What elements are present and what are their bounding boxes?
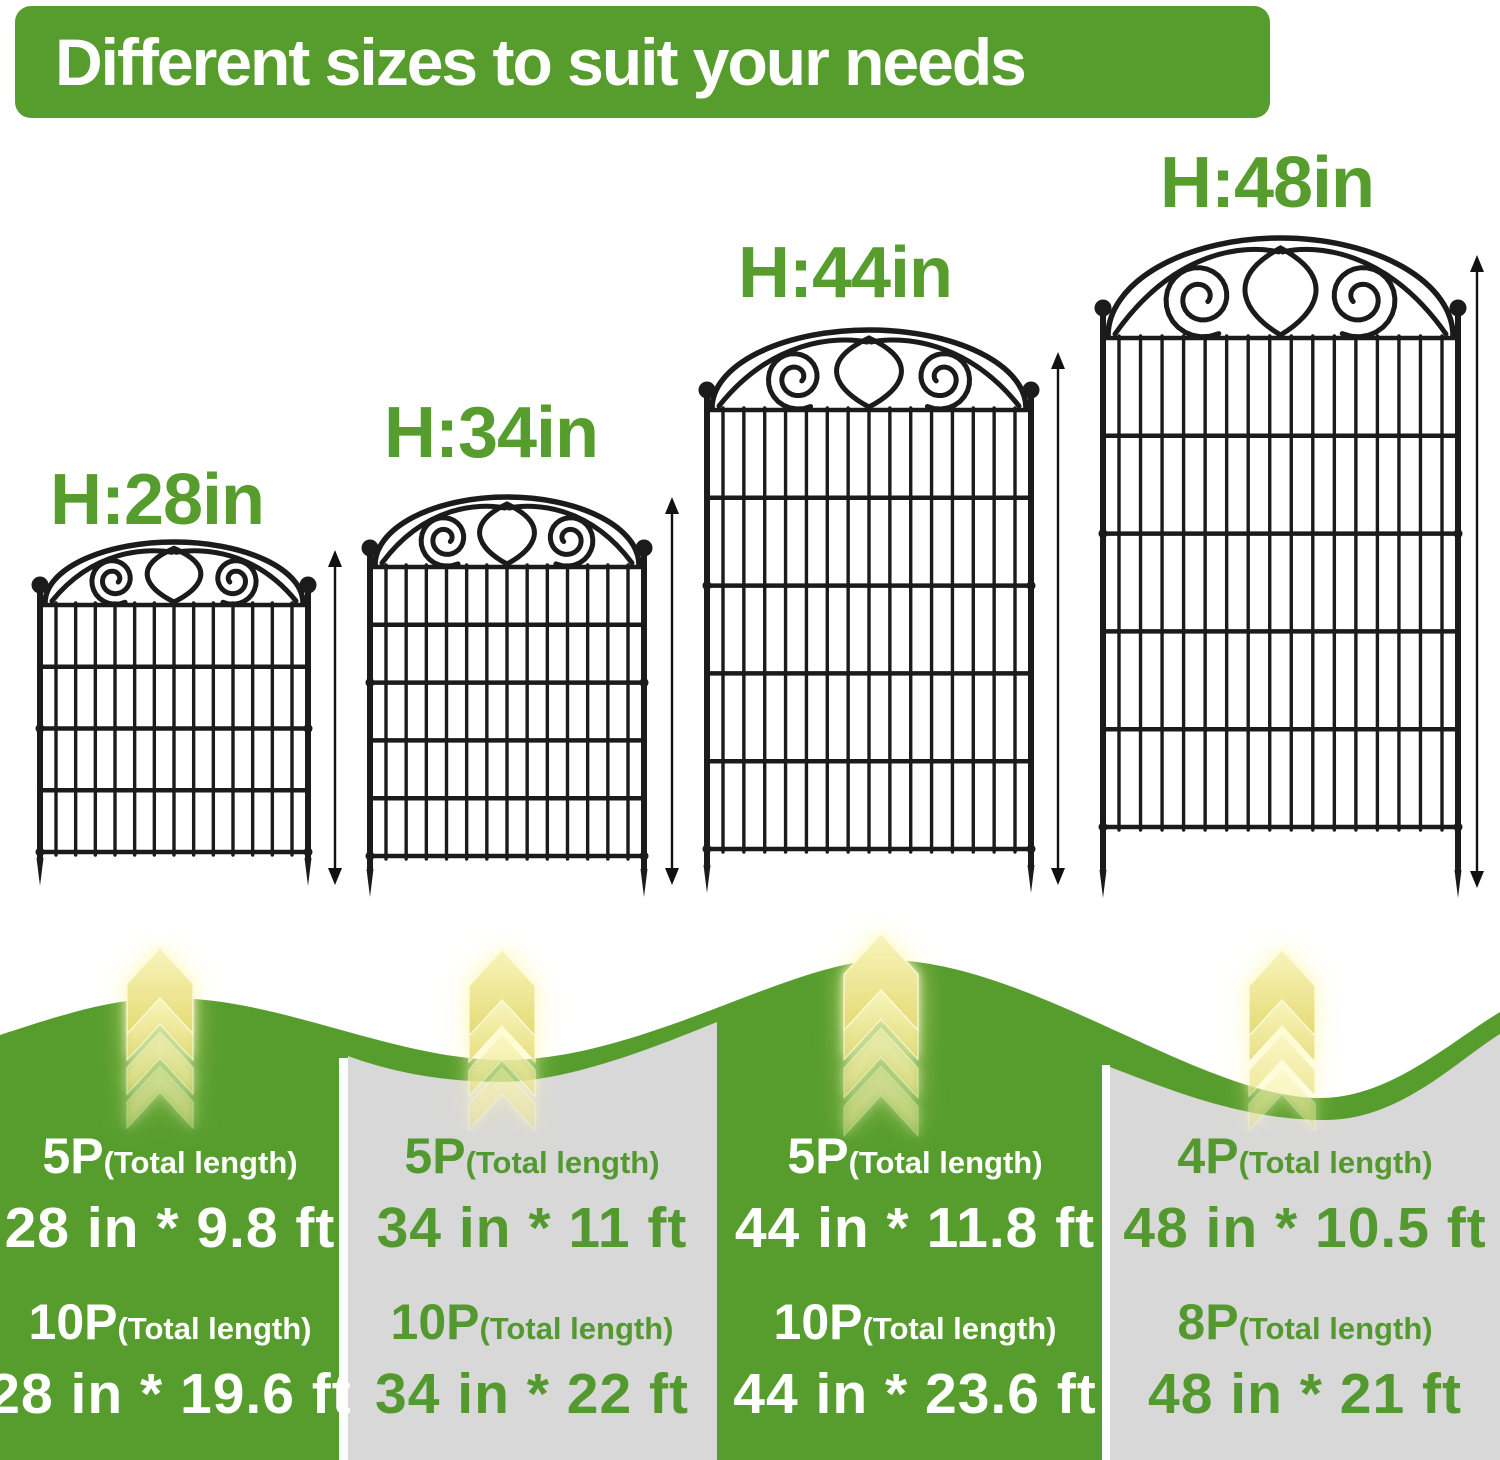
size-value: 28 in * 9.8 ft — [4, 1196, 336, 1260]
size-value: 44 in * 11.8 ft — [734, 1196, 1096, 1260]
up-chevrons-icon — [126, 947, 194, 1130]
height-arrow — [328, 550, 342, 885]
up-chevrons-icon — [843, 933, 919, 1138]
pack-label: 10P(Total length) — [28, 1294, 312, 1350]
up-chevrons-icon — [468, 949, 536, 1132]
spec-cell: 10P(Total length) 34 in * 22 ft — [375, 1296, 689, 1425]
pack-label: 5P(Total length) — [787, 1128, 1043, 1184]
pack-label: 10P(Total length) — [390, 1294, 674, 1350]
spec-cell: 8P(Total length) 48 in * 21 ft — [1148, 1296, 1462, 1425]
spec-cell: 5P(Total length) 44 in * 11.8 ft — [735, 1130, 1095, 1259]
size-value: 48 in * 10.5 ft — [1123, 1196, 1487, 1260]
height-arrow — [665, 497, 679, 885]
pack-label: 5P(Total length) — [42, 1128, 298, 1184]
pack-label: 4P(Total length) — [1177, 1128, 1433, 1184]
pack-label: 8P(Total length) — [1177, 1294, 1433, 1350]
size-value: 28 in * 19.6 ft — [0, 1362, 352, 1426]
size-value: 44 in * 23.6 ft — [733, 1362, 1097, 1426]
up-chevrons-icon — [1248, 949, 1316, 1132]
fence-height-label-28in: H:28in — [49, 460, 265, 540]
pack-label: 10P(Total length) — [773, 1294, 1057, 1350]
fence-28in — [31, 539, 317, 886]
pack-label: 5P(Total length) — [404, 1128, 660, 1184]
fence-height-label-48in: H:48in — [1159, 143, 1375, 223]
size-value: 34 in * 11 ft — [376, 1196, 688, 1260]
fence-34in — [361, 494, 653, 897]
size-value: 48 in * 21 ft — [1148, 1362, 1462, 1426]
fence-48in — [1094, 235, 1467, 898]
header-banner: Different sizes to suit your needs — [15, 6, 1270, 118]
fence-height-label-44in: H:44in — [737, 233, 953, 313]
size-value: 34 in * 22 ft — [375, 1362, 689, 1426]
column-divider — [339, 1058, 348, 1460]
spec-cell: 5P(Total length) 28 in * 9.8 ft — [5, 1130, 336, 1259]
height-arrow — [1470, 255, 1484, 888]
fence-height-label-34in: H:34in — [383, 393, 599, 473]
fence-44in — [698, 327, 1040, 893]
spec-cell: 10P(Total length) 28 in * 19.6 ft — [0, 1296, 352, 1425]
spec-cell: 10P(Total length) 44 in * 23.6 ft — [733, 1296, 1097, 1425]
height-arrow — [1051, 352, 1065, 885]
column-divider — [1102, 1065, 1110, 1460]
spec-cell: 4P(Total length) 48 in * 10.5 ft — [1123, 1130, 1487, 1259]
gray-panel — [348, 1022, 717, 1460]
spec-cell: 5P(Total length) 34 in * 11 ft — [377, 1130, 688, 1259]
gray-panel — [1110, 1034, 1500, 1460]
page-title: Different sizes to suit your needs — [55, 25, 1027, 99]
